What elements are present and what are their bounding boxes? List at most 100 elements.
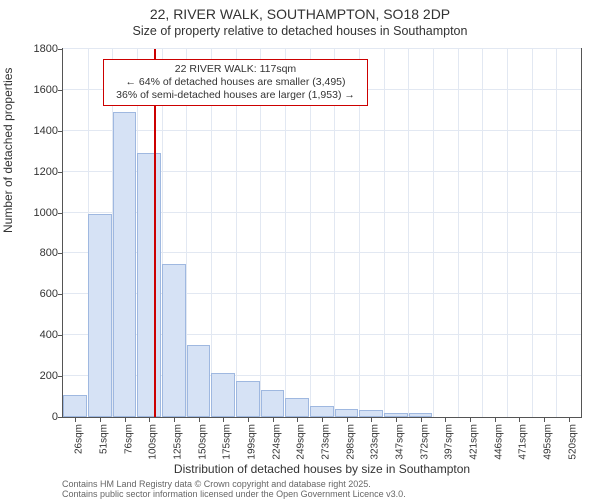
histogram-bar <box>359 410 383 417</box>
histogram-bar <box>137 153 161 417</box>
x-tick-mark <box>322 418 323 422</box>
x-tick-label: 100sqm <box>148 424 159 460</box>
annotation-line-1: 22 RIVER WALK: 117sqm <box>110 63 361 76</box>
x-tick-mark <box>347 418 348 422</box>
gridline-vertical <box>433 49 434 417</box>
y-tick-label: 0 <box>18 411 58 423</box>
x-tick-mark <box>445 418 446 422</box>
credits: Contains HM Land Registry data © Crown c… <box>62 479 406 500</box>
x-tick-label: 495sqm <box>543 424 554 460</box>
annotation-box: 22 RIVER WALK: 117sqm ← 64% of detached … <box>103 59 368 106</box>
x-tick-mark <box>75 418 76 422</box>
x-tick-label: 175sqm <box>222 424 233 460</box>
x-tick-label: 347sqm <box>395 424 406 460</box>
x-tick-label: 323sqm <box>370 424 381 460</box>
y-tick-mark <box>58 172 62 173</box>
plot-area: 22 RIVER WALK: 117sqm ← 64% of detached … <box>62 48 582 418</box>
y-tick-label: 1400 <box>18 125 58 137</box>
y-tick-mark <box>58 90 62 91</box>
histogram-bar <box>63 395 87 417</box>
histogram-bar <box>162 264 186 417</box>
y-tick-mark <box>58 335 62 336</box>
y-tick-mark <box>58 213 62 214</box>
histogram-bar <box>335 409 359 417</box>
gridline-vertical <box>482 49 483 417</box>
y-tick-mark <box>58 417 62 418</box>
x-tick-mark <box>421 418 422 422</box>
gridline-vertical <box>384 49 385 417</box>
x-tick-mark <box>470 418 471 422</box>
x-tick-mark <box>223 418 224 422</box>
x-tick-label: 224sqm <box>271 424 282 460</box>
histogram-bar <box>187 345 211 417</box>
histogram-bar <box>285 398 309 417</box>
gridline-vertical <box>556 49 557 417</box>
y-tick-label: 1200 <box>18 166 58 178</box>
credits-line-1: Contains HM Land Registry data © Crown c… <box>62 479 406 489</box>
x-axis-label: Distribution of detached houses by size … <box>62 462 582 476</box>
x-tick-mark <box>297 418 298 422</box>
y-tick-label: 1600 <box>18 84 58 96</box>
annotation-line-2: ← 64% of detached houses are smaller (3,… <box>110 76 361 89</box>
annotation-line-3: 36% of semi-detached houses are larger (… <box>110 89 361 102</box>
y-tick-label: 1000 <box>18 207 58 219</box>
y-tick-label: 800 <box>18 247 58 259</box>
y-tick-label: 600 <box>18 288 58 300</box>
histogram-bar <box>261 390 285 417</box>
x-tick-mark <box>396 418 397 422</box>
histogram-bar <box>236 381 260 417</box>
y-tick-mark <box>58 294 62 295</box>
histogram-bar <box>409 413 433 417</box>
y-tick-label: 1800 <box>18 43 58 55</box>
x-tick-mark <box>544 418 545 422</box>
x-tick-label: 199sqm <box>247 424 258 460</box>
gridline-vertical <box>408 49 409 417</box>
gridline-horizontal <box>63 130 581 131</box>
histogram-bar <box>310 406 334 417</box>
x-tick-label: 125sqm <box>173 424 184 460</box>
x-tick-label: 446sqm <box>493 424 504 460</box>
x-tick-label: 51sqm <box>99 424 110 454</box>
x-tick-mark <box>273 418 274 422</box>
y-tick-label: 400 <box>18 329 58 341</box>
gridline-horizontal <box>63 48 581 49</box>
x-tick-label: 372sqm <box>419 424 430 460</box>
x-tick-mark <box>519 418 520 422</box>
x-tick-mark <box>149 418 150 422</box>
x-tick-label: 76sqm <box>123 424 134 454</box>
x-tick-label: 273sqm <box>321 424 332 460</box>
x-tick-mark <box>248 418 249 422</box>
x-tick-label: 298sqm <box>345 424 356 460</box>
x-tick-mark <box>371 418 372 422</box>
x-tick-mark <box>569 418 570 422</box>
y-tick-label: 200 <box>18 370 58 382</box>
chart-title-main: 22, RIVER WALK, SOUTHAMPTON, SO18 2DP <box>0 6 600 22</box>
gridline-vertical <box>532 49 533 417</box>
histogram-bar <box>113 112 137 417</box>
x-tick-mark <box>125 418 126 422</box>
x-tick-mark <box>174 418 175 422</box>
credits-line-2: Contains public sector information licen… <box>62 489 406 499</box>
x-tick-mark <box>100 418 101 422</box>
histogram-bar <box>384 413 408 417</box>
x-tick-label: 397sqm <box>444 424 455 460</box>
y-axis-label: Number of detached properties <box>1 68 15 233</box>
chart-container: 22, RIVER WALK, SOUTHAMPTON, SO18 2DP Si… <box>0 0 600 500</box>
histogram-bar <box>88 214 112 417</box>
x-tick-label: 26sqm <box>74 424 85 454</box>
gridline-vertical <box>507 49 508 417</box>
y-tick-mark <box>58 49 62 50</box>
x-tick-label: 150sqm <box>197 424 208 460</box>
chart-title-sub: Size of property relative to detached ho… <box>0 24 600 38</box>
x-tick-mark <box>199 418 200 422</box>
y-tick-mark <box>58 253 62 254</box>
x-tick-label: 421sqm <box>469 424 480 460</box>
y-tick-mark <box>58 131 62 132</box>
x-tick-label: 520sqm <box>567 424 578 460</box>
x-tick-label: 249sqm <box>296 424 307 460</box>
y-tick-mark <box>58 376 62 377</box>
gridline-vertical <box>458 49 459 417</box>
x-tick-mark <box>495 418 496 422</box>
x-tick-label: 471sqm <box>518 424 529 460</box>
histogram-bar <box>211 373 235 417</box>
